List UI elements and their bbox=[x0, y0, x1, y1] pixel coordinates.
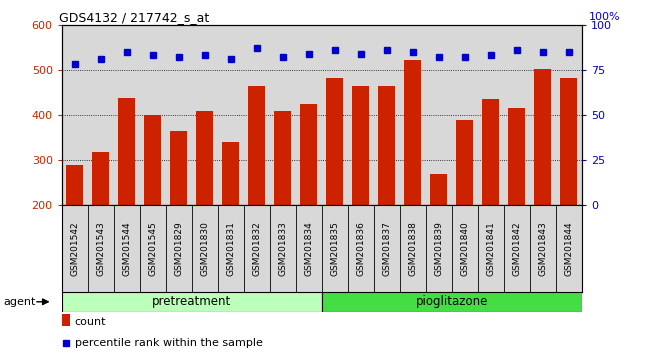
Bar bbox=[430, 174, 447, 205]
Text: GSM201838: GSM201838 bbox=[408, 221, 417, 276]
Text: GSM201833: GSM201833 bbox=[278, 221, 287, 276]
Text: pioglitazone: pioglitazone bbox=[415, 295, 488, 308]
Bar bbox=[118, 98, 135, 205]
Bar bbox=[534, 69, 551, 205]
Bar bbox=[144, 115, 161, 205]
Bar bbox=[248, 86, 265, 205]
Text: GSM201835: GSM201835 bbox=[330, 221, 339, 276]
Text: GSM201829: GSM201829 bbox=[174, 221, 183, 276]
Text: count: count bbox=[75, 317, 106, 327]
Text: GSM201544: GSM201544 bbox=[122, 221, 131, 276]
Text: GSM201839: GSM201839 bbox=[434, 221, 443, 276]
Text: GSM201542: GSM201542 bbox=[70, 221, 79, 276]
Bar bbox=[274, 110, 291, 205]
Text: GSM201545: GSM201545 bbox=[148, 221, 157, 276]
Bar bbox=[66, 165, 83, 205]
Text: GSM201841: GSM201841 bbox=[486, 221, 495, 276]
Text: GSM201831: GSM201831 bbox=[226, 221, 235, 276]
Bar bbox=[404, 60, 421, 205]
Bar bbox=[456, 120, 473, 205]
Text: GSM201843: GSM201843 bbox=[538, 221, 547, 276]
Bar bbox=[560, 78, 577, 205]
Text: GSM201837: GSM201837 bbox=[382, 221, 391, 276]
Text: pretreatment: pretreatment bbox=[152, 295, 231, 308]
Text: GDS4132 / 217742_s_at: GDS4132 / 217742_s_at bbox=[59, 11, 209, 24]
Text: GSM201840: GSM201840 bbox=[460, 221, 469, 276]
Bar bbox=[322, 292, 582, 312]
Text: agent: agent bbox=[3, 297, 36, 307]
Bar bbox=[378, 86, 395, 205]
Text: GSM201832: GSM201832 bbox=[252, 221, 261, 276]
Bar bbox=[482, 99, 499, 205]
Bar bbox=[196, 110, 213, 205]
Text: percentile rank within the sample: percentile rank within the sample bbox=[75, 338, 263, 348]
Text: 100%: 100% bbox=[589, 12, 620, 22]
Text: GSM201543: GSM201543 bbox=[96, 221, 105, 276]
Text: GSM201836: GSM201836 bbox=[356, 221, 365, 276]
Bar bbox=[508, 108, 525, 205]
Bar bbox=[222, 142, 239, 205]
Text: GSM201842: GSM201842 bbox=[512, 221, 521, 276]
Text: GSM201830: GSM201830 bbox=[200, 221, 209, 276]
Bar bbox=[300, 104, 317, 205]
Text: GSM201844: GSM201844 bbox=[564, 221, 573, 276]
Bar bbox=[92, 152, 109, 205]
Bar bbox=[326, 78, 343, 205]
Text: GSM201834: GSM201834 bbox=[304, 221, 313, 276]
Bar bbox=[62, 314, 70, 326]
Bar bbox=[352, 86, 369, 205]
Bar bbox=[62, 292, 322, 312]
Bar bbox=[170, 131, 187, 205]
